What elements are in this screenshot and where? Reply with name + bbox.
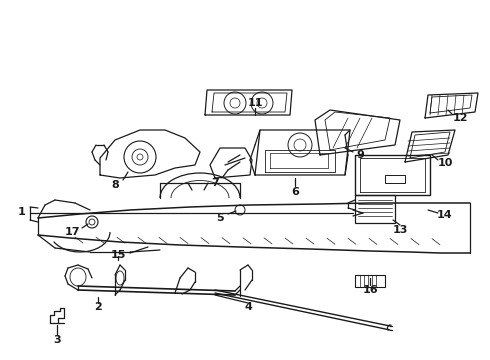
Text: 14: 14 [437, 210, 453, 220]
Text: 16: 16 [362, 285, 378, 295]
Text: 7: 7 [211, 178, 219, 188]
Text: 6: 6 [291, 187, 299, 197]
Text: 1: 1 [18, 207, 26, 217]
Bar [385, 175, 405, 183]
Text: 5: 5 [216, 213, 224, 223]
Text: 4: 4 [244, 302, 252, 312]
Text: 15: 15 [110, 250, 126, 260]
Text: 10: 10 [437, 158, 453, 168]
Bar [355, 195, 395, 223]
Text: 13: 13 [392, 225, 408, 235]
Text: 12: 12 [452, 113, 468, 123]
Text: 2: 2 [94, 302, 102, 312]
Text: 3: 3 [53, 335, 61, 345]
Text: 9: 9 [356, 150, 364, 160]
Bar [355, 275, 385, 287]
Text: 11: 11 [247, 98, 263, 108]
Text: 17: 17 [64, 227, 80, 237]
Text: 8: 8 [111, 180, 119, 190]
